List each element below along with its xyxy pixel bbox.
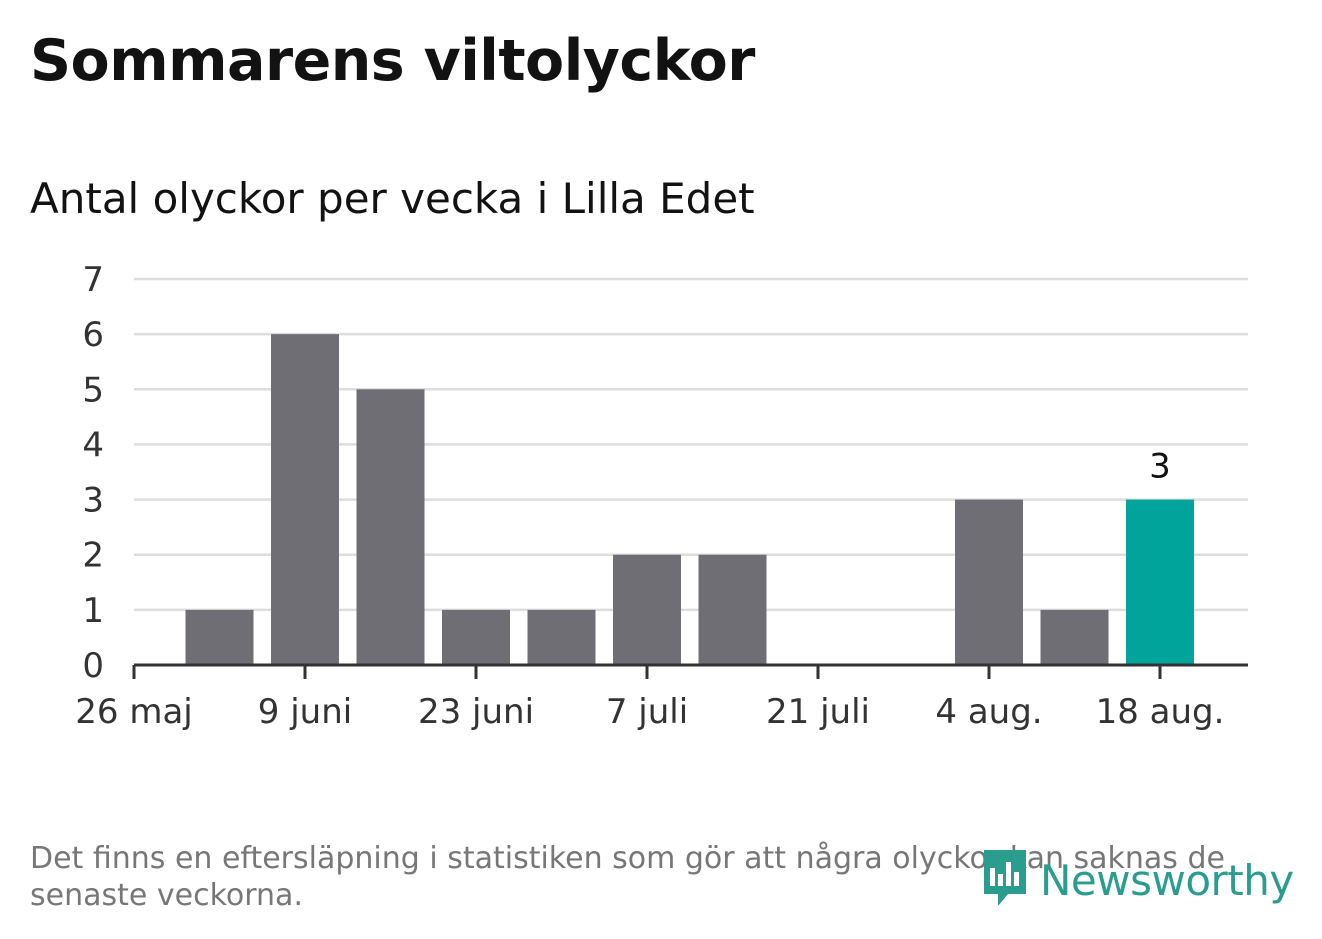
y-tick-label: 5 xyxy=(82,370,104,410)
x-tick-label: 26 maj xyxy=(75,692,192,732)
x-tick-label: 9 juni xyxy=(258,692,352,732)
bar xyxy=(613,554,681,665)
x-tick-label: 23 juni xyxy=(418,692,534,732)
x-tick-label: 4 aug. xyxy=(935,692,1042,732)
y-tick-label: 6 xyxy=(82,315,104,355)
bar xyxy=(955,499,1023,665)
y-tick-label: 3 xyxy=(82,481,104,521)
chart-title: Sommarens viltolyckor xyxy=(30,28,755,94)
chart-subtitle: Antal olyckor per vecka i Lilla Edet xyxy=(30,174,755,223)
bar xyxy=(1126,499,1194,665)
brand-name: Newsworthy xyxy=(1040,855,1294,905)
bar xyxy=(185,609,254,665)
bars xyxy=(185,334,1194,665)
newsworthy-logo-icon xyxy=(980,846,1030,914)
y-tick-label: 0 xyxy=(82,646,104,686)
x-tick-label: 7 juli xyxy=(606,692,688,732)
brand-logo: Newsworthy xyxy=(980,845,1294,915)
y-tick-label: 7 xyxy=(82,260,104,300)
bar xyxy=(698,554,767,665)
y-tick-label: 1 xyxy=(82,591,104,631)
y-tick-label: 4 xyxy=(82,425,104,465)
bar-chart: 0 1 2 3 4 5 6 7 3 26 maj 9 juni 23 juni 7 juli 21 jul… xyxy=(75,260,1248,732)
bar xyxy=(527,609,596,665)
x-tick-label: 21 juli xyxy=(766,692,870,732)
y-tick-label: 2 xyxy=(82,536,104,576)
data-label: 3 xyxy=(1149,447,1171,487)
x-axis xyxy=(132,663,1248,679)
x-tick-label: 18 aug. xyxy=(1096,692,1225,732)
bar xyxy=(1040,609,1109,665)
bar xyxy=(442,609,510,665)
bar xyxy=(271,334,339,665)
bar xyxy=(356,389,425,665)
tick-labels: 0 1 2 3 4 5 6 7 3 26 maj 9 juni 23 juni 7 juli 21 jul… xyxy=(75,260,1224,732)
